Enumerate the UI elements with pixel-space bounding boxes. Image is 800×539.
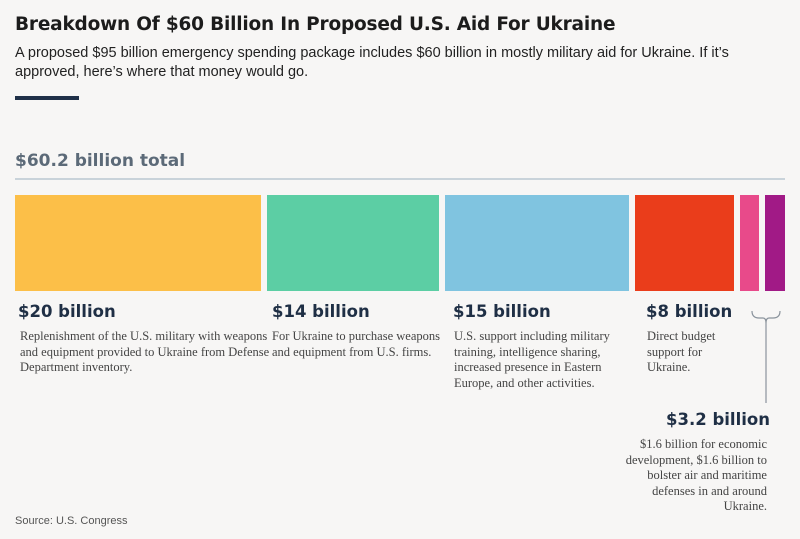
source-note: Source: U.S. Congress <box>15 515 128 527</box>
total-label: $60.2 billion total <box>15 151 186 171</box>
bar-segment-1 <box>15 195 261 291</box>
segment-3-description: U.S. support including military training… <box>454 329 610 390</box>
total-rule <box>15 178 785 180</box>
segment-1-amount: $20 billion <box>18 302 116 321</box>
chart-subtitle: A proposed $95 billion emergency spendin… <box>15 45 729 80</box>
grouped-description: $1.6 billion for economic development, $… <box>625 437 767 513</box>
bracket-brace <box>751 310 781 324</box>
segment-1-description: Replenishment of the U.S. military with … <box>20 329 270 374</box>
grouped-amount: $3.2 billion <box>666 410 770 429</box>
chart-title: Breakdown Of $60 Billion In Proposed U.S… <box>15 14 616 35</box>
bar-segment-5 <box>739 195 760 291</box>
segment-3-amount: $15 billion <box>453 302 551 321</box>
segment-4-description: Direct budget support for Ukraine. <box>647 329 716 374</box>
segment-4-amount: $8 billion <box>646 302 733 321</box>
bar-segment-4 <box>635 195 734 291</box>
segment-2-amount: $14 billion <box>272 302 370 321</box>
bar-segment-3 <box>444 195 630 291</box>
bar-segment-6 <box>765 195 785 291</box>
accent-divider <box>15 96 79 100</box>
bar-segment-2 <box>266 195 439 291</box>
segment-2-description: For Ukraine to purchase weapons and equi… <box>272 329 441 359</box>
